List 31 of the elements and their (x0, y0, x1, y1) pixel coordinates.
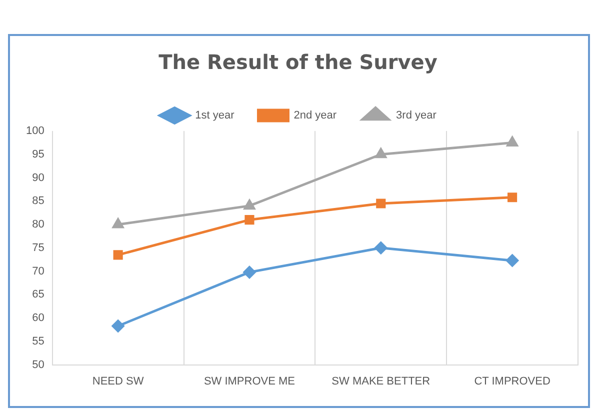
x-tick-label: NEED SW (92, 375, 144, 388)
y-tick-label: 50 (32, 358, 44, 371)
point (112, 320, 124, 332)
point (112, 218, 124, 228)
point (506, 136, 518, 146)
point (376, 198, 386, 208)
point (243, 266, 256, 278)
y-tick-label: 85 (32, 195, 44, 208)
y-tick-label: 55 (32, 335, 44, 348)
point (244, 215, 254, 225)
y-tick-label: 90 (32, 172, 44, 184)
y-tick-label: 65 (32, 288, 44, 301)
y-tick-label: 60 (32, 312, 44, 324)
y-tick-label: 80 (32, 218, 44, 231)
point (375, 148, 386, 158)
chart-title: The Result of the Survey (158, 50, 438, 74)
point (508, 192, 518, 202)
x-tick-label: SW IMPROVE ME (204, 375, 295, 388)
point (244, 200, 256, 210)
point (113, 250, 123, 260)
y-tick-label: 100 (26, 125, 44, 138)
legend-label: 1st year (195, 110, 235, 122)
x-tick-label: CT IMPROVED (474, 375, 550, 388)
point (506, 254, 519, 267)
legend-label: 3rd year (396, 110, 437, 122)
legend-label: 2nd year (294, 110, 337, 122)
y-tick-label: 95 (32, 148, 44, 160)
x-tick-label: SW MAKE BETTER (332, 375, 430, 388)
point (374, 242, 388, 254)
y-tick-label: 70 (32, 265, 44, 278)
y-tick-label: 75 (32, 242, 44, 254)
